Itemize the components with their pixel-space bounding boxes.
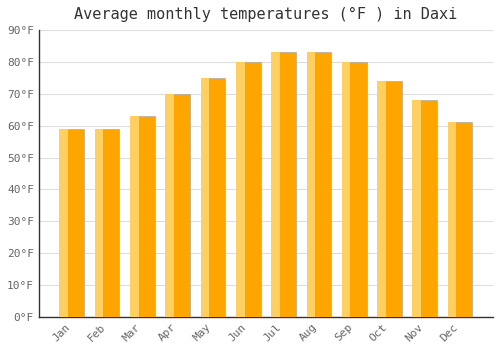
Bar [448, 122, 472, 317]
Bar [130, 116, 138, 317]
Bar [306, 52, 331, 317]
Bar [94, 129, 120, 317]
Bar [130, 116, 155, 317]
Bar [271, 52, 296, 317]
Bar [60, 129, 68, 317]
Title: Average monthly temperatures (°F ) in Daxi: Average monthly temperatures (°F ) in Da… [74, 7, 458, 22]
Bar [236, 62, 260, 317]
Bar [412, 100, 421, 317]
Bar [200, 78, 226, 317]
Bar [271, 52, 280, 317]
Bar [200, 78, 209, 317]
Bar [342, 62, 350, 317]
Bar [448, 122, 456, 317]
Bar [377, 81, 402, 317]
Bar [342, 62, 366, 317]
Bar [306, 52, 315, 317]
Bar [236, 62, 244, 317]
Bar [412, 100, 437, 317]
Bar [377, 81, 386, 317]
Bar [94, 129, 104, 317]
Bar [166, 94, 174, 317]
Bar [166, 94, 190, 317]
Bar [60, 129, 84, 317]
